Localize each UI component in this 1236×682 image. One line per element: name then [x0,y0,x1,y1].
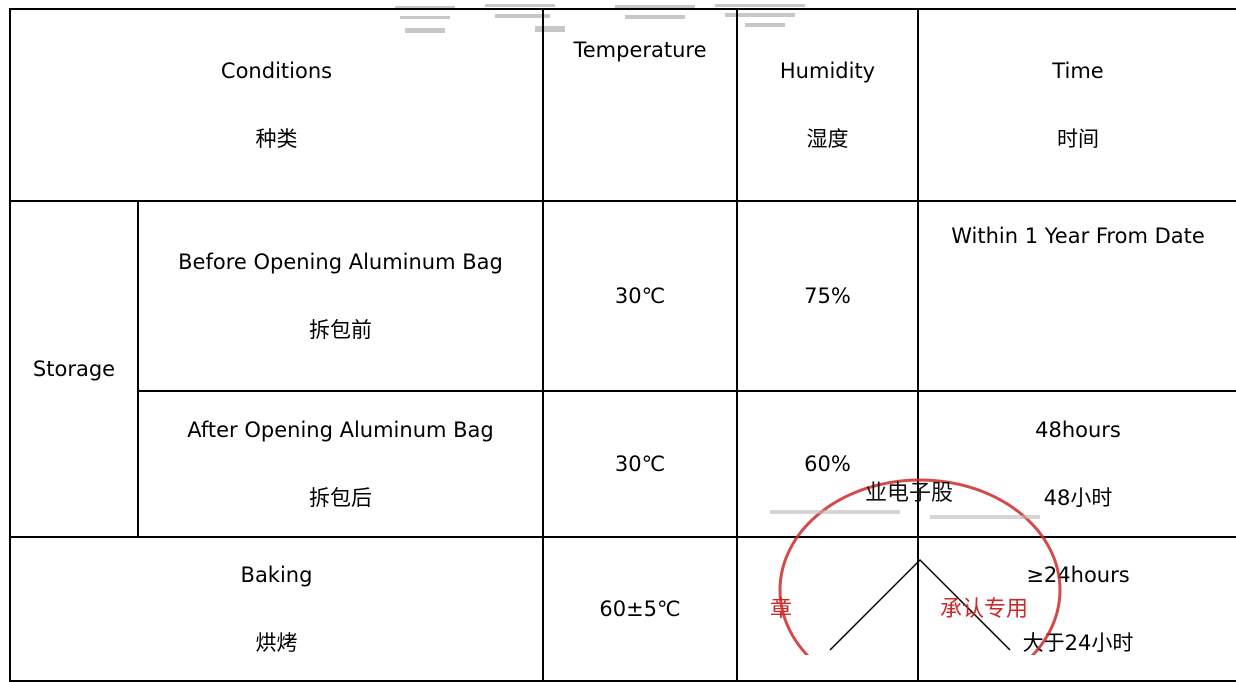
before-time: Within 1 Year From Date [951,224,1205,248]
header-conditions-en: Conditions [220,58,333,83]
before-condition-en: Before Opening Aluminum Bag [178,249,503,274]
table-row-baking: Baking 烘烤 60±5℃ ≥24hours 大于24小时 [9,536,1236,682]
baking-time-zh: 大于24小时 [1022,630,1134,655]
before-temperature-cell: 30℃ [542,200,738,392]
after-condition-zh: 拆包后 [309,485,372,510]
baking-humidity-cell [736,536,919,682]
table-row-storage-before: Storage Before Opening Aluminum Bag 拆包前 … [9,200,1236,538]
header-conditions-zh: 种类 [255,126,298,151]
header-temperature-en: Temperature [573,38,707,62]
baking-temperature: 60±5℃ [599,596,681,621]
before-time-cell: Within 1 Year From Date [917,200,1236,392]
after-temperature-cell: 30℃ [542,390,738,538]
baking-label-cell: Baking 烘烤 [9,536,544,682]
after-condition-en: After Opening Aluminum Bag [187,417,494,442]
header-conditions-cell: Conditions 种类 [9,8,544,202]
document-page: Conditions 种类 Temperature Humidity 湿度 Ti… [9,4,1236,682]
table-row-storage-after: After Opening Aluminum Bag 拆包后 30℃ 60% 4… [10,390,1236,538]
baking-label-en: Baking [240,562,313,587]
storage-label: Storage [32,356,116,381]
before-humidity: 75% [804,283,851,308]
storage-label-cell: Storage [9,200,139,538]
header-humidity-zh: 湿度 [806,126,849,151]
header-time-cell: Time 时间 [917,8,1236,202]
table-header-row: Conditions 种类 Temperature Humidity 湿度 Ti… [9,8,1236,202]
after-humidity-cell: 60% [736,390,919,538]
after-temperature: 30℃ [614,451,666,476]
baking-temperature-cell: 60±5℃ [542,536,738,682]
after-time-zh: 48小时 [1043,485,1113,510]
after-condition-cell: After Opening Aluminum Bag 拆包后 [137,390,544,538]
storage-conditions-table: Conditions 种类 Temperature Humidity 湿度 Ti… [9,8,1236,682]
after-humidity: 60% [804,451,851,476]
after-time-cell: 48hours 48小时 [917,390,1236,538]
before-condition-cell: Before Opening Aluminum Bag 拆包前 [137,200,544,392]
before-humidity-cell: 75% [736,200,919,392]
baking-time-cell: ≥24hours 大于24小时 [917,536,1236,682]
header-time-zh: 时间 [1057,126,1099,151]
baking-time-en: ≥24hours [1026,562,1130,587]
header-time-en: Time [1052,58,1104,83]
header-temperature-cell: Temperature [542,8,738,202]
after-time-en: 48hours [1035,417,1121,442]
before-condition-zh: 拆包前 [309,317,372,342]
before-temperature: 30℃ [614,283,666,308]
header-humidity-cell: Humidity 湿度 [736,8,919,202]
baking-label-zh: 烘烤 [255,630,298,655]
header-humidity-en: Humidity [779,58,876,83]
